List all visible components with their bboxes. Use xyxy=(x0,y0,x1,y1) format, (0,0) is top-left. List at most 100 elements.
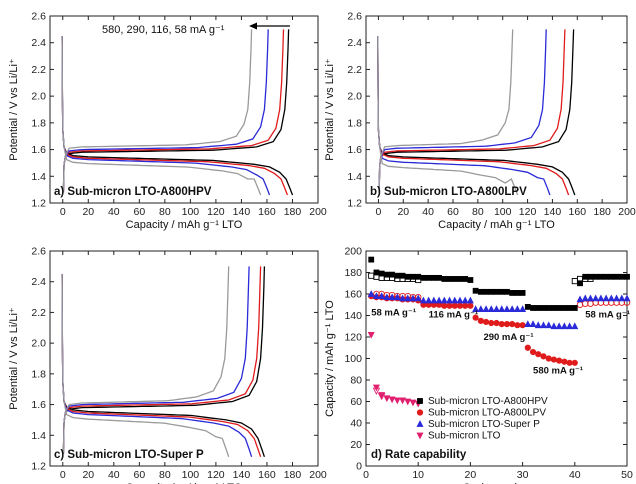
panel-d-title: d) Rate capability xyxy=(371,449,467,461)
panel-b-discharge-curve-116 xyxy=(378,36,569,195)
panel-b-xtick-label: 0 xyxy=(376,206,382,218)
panel-d-data-point-1 xyxy=(525,345,531,351)
panel-b-xtick-label: 40 xyxy=(422,206,434,218)
panel-c-xtick-label: 180 xyxy=(284,469,302,481)
panel-d-rate-annotation: 580 mA g⁻¹ xyxy=(533,366,583,377)
panel-d-ytick-label: 100 xyxy=(344,353,362,365)
panel-a-ytick-label: 2.6 xyxy=(31,11,46,23)
panel-d-data-point-2 xyxy=(426,297,432,303)
panel-d-data-point-0 xyxy=(436,275,441,280)
panel-d-data-point-2 xyxy=(467,297,473,303)
panel-c-xtick-label: 20 xyxy=(82,469,94,481)
panel-c-xtick-label: 0 xyxy=(60,469,66,481)
panel-b-xtick-label: 200 xyxy=(618,206,636,218)
panel-a-discharge-curve-58 xyxy=(62,36,292,195)
panel-d-xtick-label: 40 xyxy=(569,469,581,481)
panel-d-data-point-2 xyxy=(561,323,567,329)
panel-a-xtick-label: 40 xyxy=(108,206,120,218)
panel-d-data-point-2 xyxy=(452,297,458,303)
panel-a-xtick-label: 100 xyxy=(182,206,200,218)
panel-a-charge-curve-580 xyxy=(63,29,251,192)
panel-d-data-point-2 xyxy=(572,323,578,329)
panel-c-ytick-label: 2.6 xyxy=(31,246,46,258)
panel-d-data-point-0 xyxy=(609,274,614,279)
panel-c-charge-curve-290 xyxy=(63,266,249,453)
panel-d-xtick-label: 30 xyxy=(517,469,529,481)
panel-c-discharge-curve-116 xyxy=(62,274,261,457)
panel-d-data-point-0 xyxy=(520,290,525,295)
panel-d-data-point-1 xyxy=(541,354,547,360)
panel-d-data-point-0 xyxy=(619,274,624,279)
panel-d-data-point-2 xyxy=(462,297,468,303)
panel-a-ytick-label: 2.4 xyxy=(31,37,46,49)
panel-d-data-point-2 xyxy=(582,295,588,301)
panel-d-data-point-0 xyxy=(515,290,520,295)
panel-b-ytick-label: 1.2 xyxy=(347,198,362,210)
panel-b-y-axis-label: Potential / V vs Li/Li⁺ xyxy=(324,58,336,161)
panel-d-data-point-0 xyxy=(416,274,421,279)
panel-c-xtick-label: 40 xyxy=(108,469,120,481)
panel-d-legend-label: Sub-micron LTO-A800HPV xyxy=(428,396,548,407)
panel-d-data-point-0 xyxy=(551,305,556,310)
panel-b-xtick-label: 60 xyxy=(447,206,459,218)
panel-d-data-point-0 xyxy=(604,274,609,279)
panel-d-ytick-label: 80 xyxy=(350,375,362,387)
panel-d-data-point-2 xyxy=(608,295,614,301)
panel-c-title: c) Sub-micron LTO-Super P xyxy=(54,449,204,461)
panel-d-data-point-0 xyxy=(557,305,562,310)
panel-a-title: a) Sub-micron LTO-A800HPV xyxy=(54,186,212,198)
panel-b-xtick-label: 120 xyxy=(519,206,537,218)
panel-d-data-point-2 xyxy=(514,306,520,312)
panel-c-xtick-label: 80 xyxy=(159,469,171,481)
panel-d-data-point-0 xyxy=(504,289,509,294)
panel-d-hollow-point xyxy=(577,302,583,308)
panel-d-legend-label: Sub-micron LTO xyxy=(428,431,501,442)
panel-d-data-point-1 xyxy=(535,351,541,357)
panel-d-legend-label: Sub-micron LTO-A800LPV xyxy=(428,408,546,419)
panel-d-data-point-0 xyxy=(530,305,535,310)
panel-d-data-point-0 xyxy=(473,288,478,293)
panel-d-hollow-point xyxy=(369,273,374,278)
panel-d-ytick-label: 120 xyxy=(344,332,362,344)
panel-a-ytick-label: 1.2 xyxy=(31,198,46,210)
panel-d-data-point-0 xyxy=(489,289,494,294)
panel-d-data-point-2 xyxy=(431,297,437,303)
panel-d-data-point-0 xyxy=(468,277,473,282)
panel-b-plot-frame xyxy=(366,16,627,203)
panel-a-discharge-curve-290 xyxy=(62,36,269,195)
panel-d-data-point-0 xyxy=(499,289,504,294)
panel-d-data-point-3 xyxy=(394,398,400,404)
panel-d-data-point-2 xyxy=(551,323,557,329)
panel-a-xtick-label: 180 xyxy=(284,206,302,218)
panel-a-arrow-head xyxy=(249,23,257,30)
panel-d-legend-marker xyxy=(417,398,422,403)
panel-d-data-point-1 xyxy=(452,303,458,309)
panel-a-voltage-profile: 0 20 40 60 80 100 120 140 160 180 2001.21.41.61.82… xyxy=(8,11,327,232)
panel-d-xtick-label: 10 xyxy=(412,469,424,481)
panel-a-xtick-label: 160 xyxy=(258,206,276,218)
panel-b-ytick-label: 2.2 xyxy=(347,64,362,76)
panel-d-hollow-point xyxy=(572,279,577,284)
panel-d-data-point-2 xyxy=(567,323,573,329)
panel-d-data-point-1 xyxy=(494,320,500,326)
panel-a-xtick-label: 0 xyxy=(60,206,66,218)
panel-d-xtick-label: 20 xyxy=(465,469,477,481)
panel-d-data-point-0 xyxy=(400,273,405,278)
panel-d-data-point-0 xyxy=(624,274,629,279)
panel-d-ytick-label: 180 xyxy=(344,267,362,279)
panel-d-rate-capability: 0 10 20 30 40 50 0 20 40 60 80 100 120 140 160 180 200 Cy… xyxy=(324,246,633,484)
panel-d-xtick-label: 0 xyxy=(363,469,369,481)
panel-d-data-point-2 xyxy=(488,306,494,312)
panel-d-data-point-0 xyxy=(374,270,379,275)
panel-d-data-point-0 xyxy=(410,274,415,279)
panel-b-ytick-label: 1.4 xyxy=(347,171,362,183)
panel-d-legend-marker xyxy=(417,433,423,439)
panel-d-data-point-2 xyxy=(441,297,447,303)
panel-a-xtick-label: 60 xyxy=(133,206,145,218)
panel-b-x-axis-label: Capacity / mAh g⁻¹ LTO xyxy=(438,219,555,231)
panel-d-data-point-0 xyxy=(405,274,410,279)
panel-d-data-point-2 xyxy=(614,295,620,301)
panel-d-data-point-0 xyxy=(588,274,593,279)
panel-a-ytick-label: 2.2 xyxy=(31,64,46,76)
